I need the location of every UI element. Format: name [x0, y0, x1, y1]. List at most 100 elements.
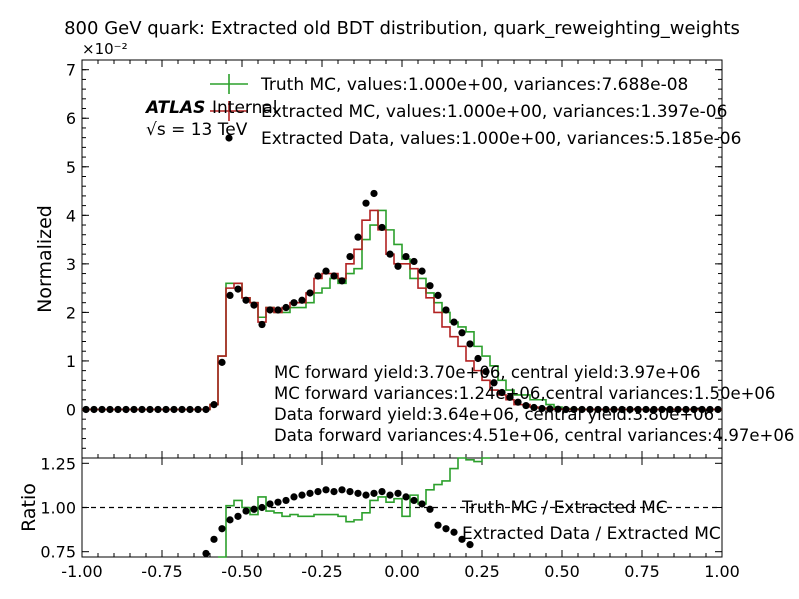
- main-data-point: [650, 405, 658, 414]
- main-data-point: [586, 405, 594, 414]
- main-y-scale-label: ×10⁻²: [82, 40, 128, 58]
- main-data-point: [554, 405, 562, 413]
- legend-label-1: Extracted MC, values:1.000e+00, variance…: [261, 102, 727, 122]
- main-data-point: [106, 405, 114, 414]
- main-data-point: [250, 301, 258, 309]
- ratio-data-point: [282, 496, 290, 505]
- atlas-label: ATLAS Internal √s = 13 TeV: [144, 98, 278, 140]
- main-data-point: [442, 306, 450, 314]
- main-data-point: [538, 404, 546, 413]
- ratio-legend-label-1: Extracted Data / Extracted MC: [462, 524, 721, 544]
- ratio-data-point: [258, 503, 266, 512]
- main-data-point: [90, 405, 98, 414]
- main-data-point: [434, 291, 442, 300]
- ratio-data-point: [322, 486, 330, 494]
- main-data-point: [578, 405, 586, 414]
- main-data-point: [562, 405, 570, 414]
- main-data-point: [266, 306, 274, 314]
- ratio-data-point: [202, 549, 210, 558]
- main-data-point: [450, 318, 458, 326]
- legend-label-0: Truth MC, values:1.000e+00, variances:7.…: [260, 75, 688, 95]
- main-data-point: [618, 405, 626, 414]
- ratio-ytick-label: 0.75: [40, 543, 76, 562]
- ratio-data-point: [458, 535, 466, 543]
- main-data-point: [186, 405, 194, 414]
- main-data-point: [402, 252, 410, 261]
- main-data-point: [82, 405, 90, 414]
- main-ytick-label: 6: [66, 109, 76, 128]
- main-data-point: [474, 354, 482, 363]
- main-data-point: [522, 401, 530, 410]
- ratio-xtick-label: 0.00: [384, 562, 420, 581]
- main-data-point: [338, 277, 346, 285]
- main-data-point: [634, 405, 642, 414]
- main-panel: 0 1 2 3 4 5 6 7 ×10⁻² Normalized: [34, 40, 723, 459]
- ratio-data-point: [298, 491, 306, 499]
- ratio-data-point: [210, 535, 218, 543]
- ratio-panel: 0.75 1.00 1.25 -1.00 -0.75 -0.50 -0.25 0.00 0.25…: [18, 454, 740, 581]
- main-data-point: [346, 252, 354, 261]
- main-ylabel: Normalized: [34, 205, 56, 313]
- main-data-point: [98, 405, 106, 414]
- main-data-point: [114, 405, 122, 414]
- main-data-point: [594, 405, 602, 414]
- main-data-point: [690, 405, 698, 414]
- ratio-data-point: [234, 512, 242, 520]
- main-data-point: [330, 272, 338, 280]
- main-data-point: [610, 405, 618, 414]
- main-data-point: [714, 405, 722, 414]
- ratio-data-point: [242, 507, 250, 515]
- ratio-data-point: [378, 487, 386, 496]
- main-ytick-label: 5: [66, 158, 76, 177]
- main-data-point: [666, 405, 674, 414]
- main-data-point: [218, 358, 226, 366]
- main-data-point: [426, 282, 434, 290]
- main-data-point: [130, 405, 138, 414]
- main-data-point: [410, 257, 418, 266]
- atlas-energy-text: √s = 13 TeV: [146, 120, 248, 140]
- main-data-point: [378, 223, 386, 232]
- main-data-point: [674, 405, 682, 414]
- main-data-point: [178, 405, 186, 414]
- yield-annotations: MC forward yield:3.70e+06, central yield…: [274, 363, 794, 445]
- ratio-data-point: [466, 541, 474, 549]
- main-data-point: [626, 405, 634, 414]
- chart-title: 800 GeV quark: Extracted old BDT distrib…: [64, 18, 740, 39]
- main-ytick-label: 2: [66, 303, 76, 322]
- ratio-xtick-label: 1.00: [704, 562, 740, 581]
- main-data-point: [530, 403, 538, 412]
- main-data-point: [682, 405, 690, 414]
- ratio-data-point: [418, 500, 426, 508]
- ratio-ylabel: Ratio: [18, 483, 40, 532]
- main-data-point: [418, 267, 426, 275]
- mc-yield-text: MC forward yield:3.70e+06, central yield…: [274, 363, 701, 382]
- legend: Truth MC, values:1.000e+00, variances:7.…: [210, 74, 741, 544]
- main-data-point: [146, 405, 154, 414]
- ratio-xtick-label: -0.75: [141, 562, 182, 581]
- ratio-data-point: [250, 505, 258, 513]
- main-data-point: [234, 285, 242, 293]
- ratio-data-point: [434, 521, 442, 529]
- main-ytick-label: 1: [66, 352, 76, 371]
- main-data-point: [290, 299, 298, 307]
- main-ytick-label: 0: [66, 400, 76, 419]
- main-ytick-label: 3: [66, 255, 76, 274]
- ratio-data-point: [314, 487, 322, 496]
- ratio-xtick-label: -0.25: [301, 562, 342, 581]
- main-data-point: [314, 272, 322, 280]
- ratio-series-line-0: [218, 457, 490, 558]
- main-data-point: [658, 405, 666, 414]
- atlas-label-text: ATLAS: [144, 98, 205, 118]
- ratio-data-point: [306, 489, 314, 497]
- ratio-data-point: [218, 525, 226, 533]
- main-ytick-label: 7: [66, 61, 76, 80]
- main-data-point: [258, 320, 266, 329]
- ratio-data-point: [410, 496, 418, 505]
- ratio-data-point: [290, 493, 298, 501]
- main-data-point: [362, 199, 370, 207]
- main-data-point: [162, 405, 170, 414]
- ratio-ytick-label: 1.00: [40, 499, 76, 518]
- main-data-point: [154, 405, 162, 414]
- ratio-data-point: [442, 525, 450, 533]
